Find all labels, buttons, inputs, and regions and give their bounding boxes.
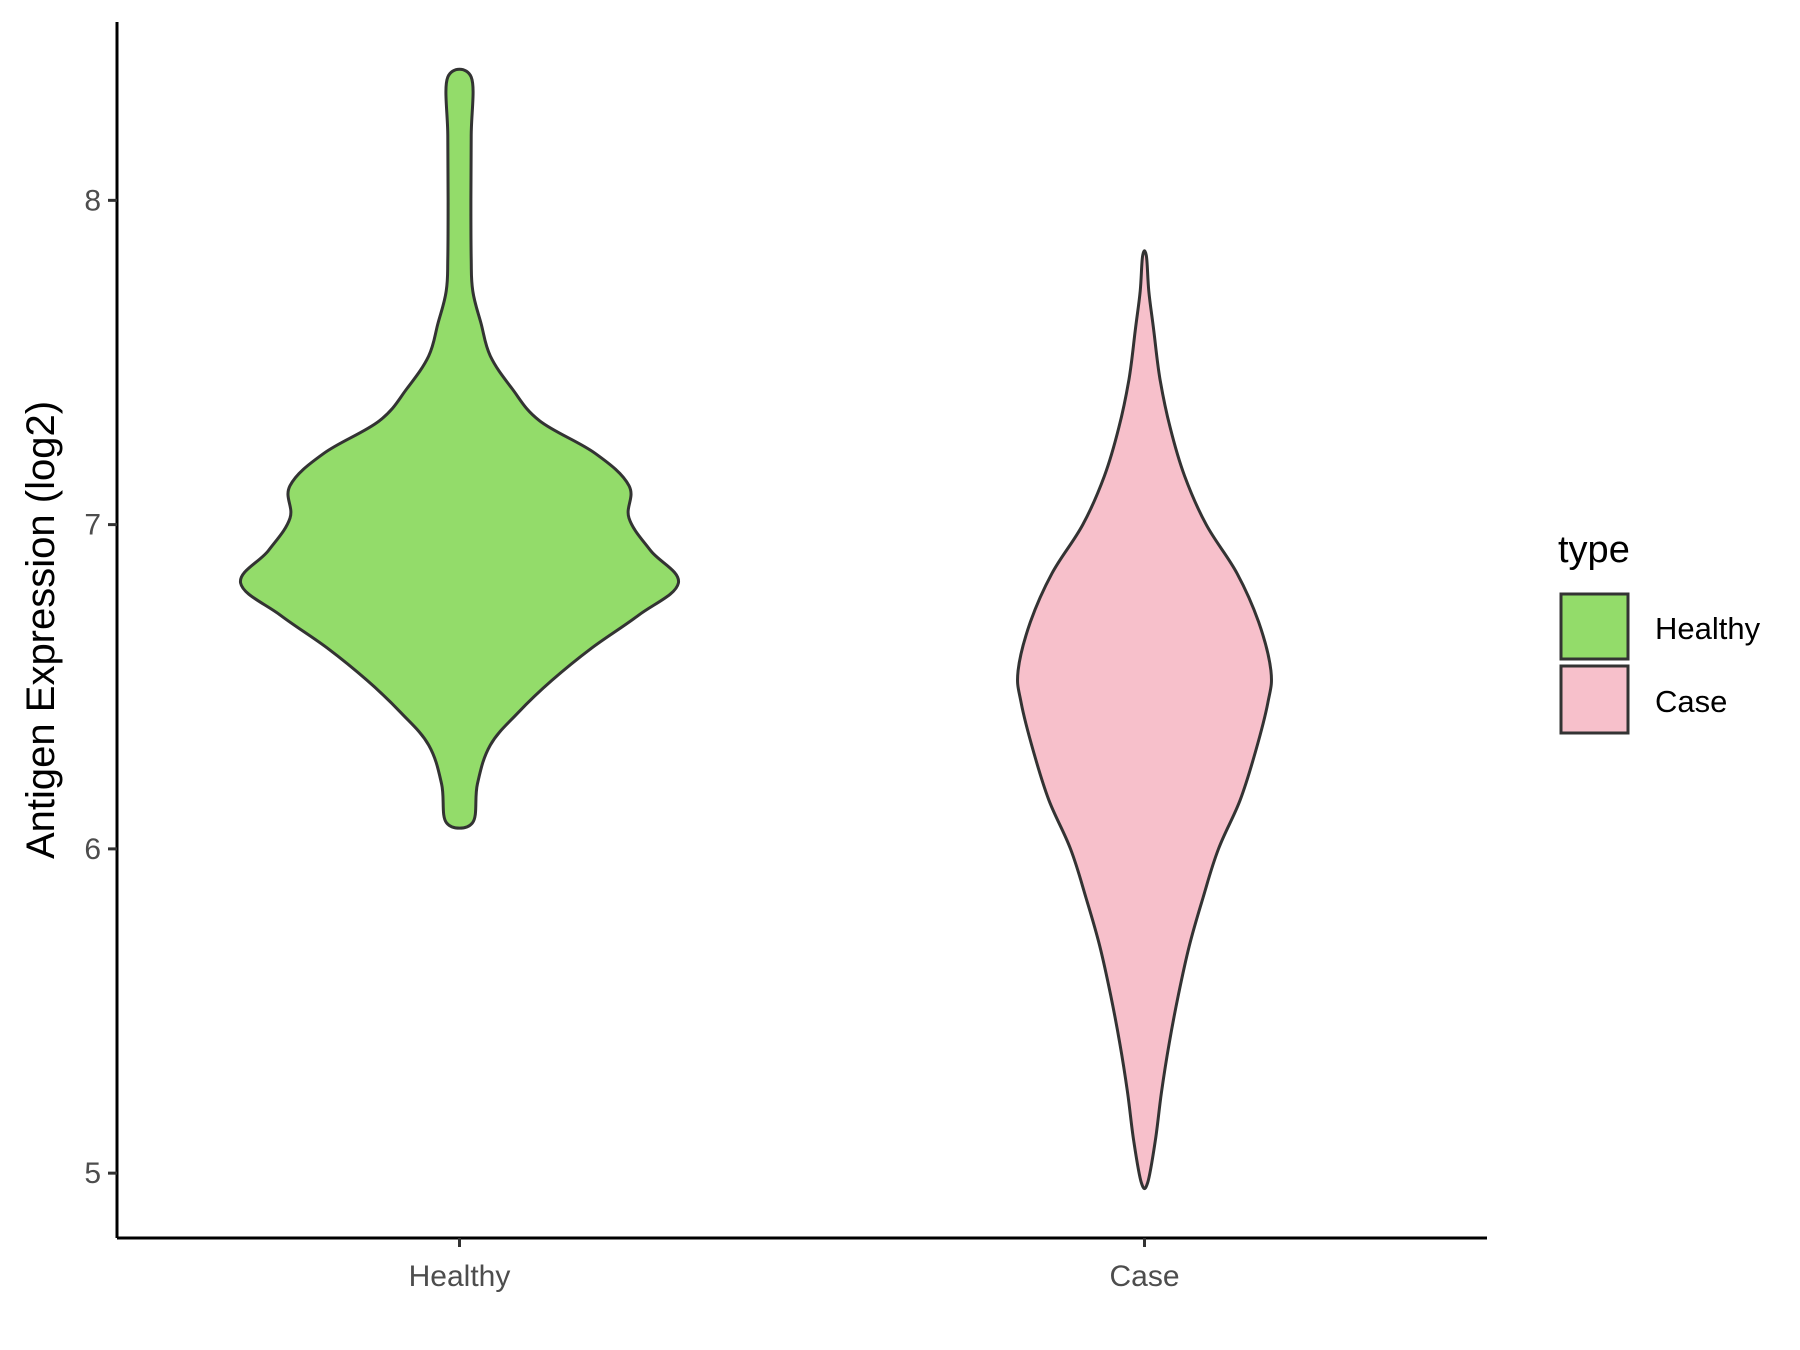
legend-label-case: Case [1655, 684, 1727, 719]
legend-label-healthy: Healthy [1655, 611, 1761, 646]
legend-title: type [1558, 529, 1630, 571]
legend: type Healthy Case [1558, 529, 1761, 735]
legend-key-healthy [1559, 592, 1630, 661]
y-tick-label: 8 [84, 184, 101, 217]
legend-key-case [1559, 664, 1630, 735]
y-tick-label: 7 [84, 509, 101, 542]
violin-case [1016, 249, 1273, 1191]
y-tick-label: 5 [84, 1157, 101, 1190]
y-axis-title: Antigen Expression (log2) [19, 401, 63, 859]
violin-healthy [239, 67, 680, 830]
x-tick-label: Healthy [409, 1260, 511, 1293]
y-tick-label: 6 [84, 833, 101, 866]
violin-layer [239, 67, 1273, 1191]
x-axis-ticks: Healthy Case [409, 1238, 1180, 1293]
x-tick-label: Case [1109, 1260, 1179, 1293]
y-axis-ticks: 5 6 7 8 [84, 184, 117, 1190]
